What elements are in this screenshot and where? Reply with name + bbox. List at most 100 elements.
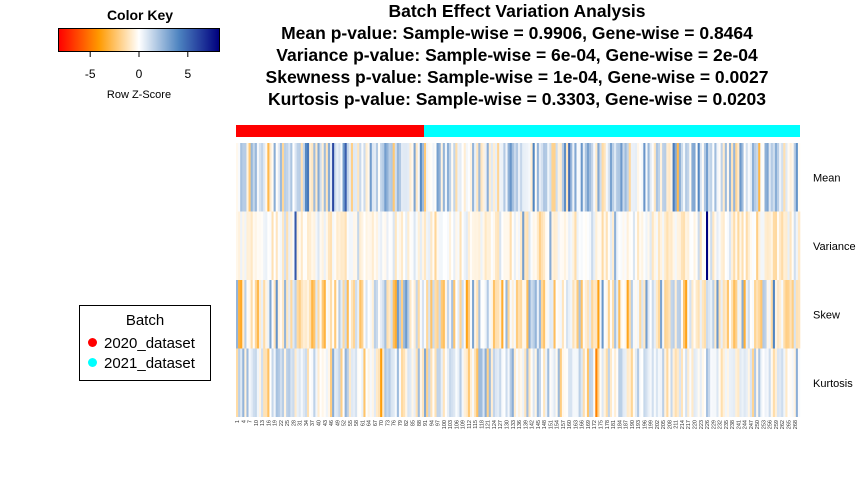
heatmap-cell [401,143,404,212]
heatmap-cell [501,143,504,212]
heatmap-cell [549,348,552,417]
heatmap-cell [265,143,268,212]
heatmap-cell [451,348,454,417]
heatmap-cell [392,211,396,280]
heatmap-cell [474,211,477,280]
heatmap-cell [271,280,274,349]
heatmap-cell [524,280,527,349]
heatmap-cell [687,143,690,212]
heatmap-cell [620,348,623,417]
heatmap-cell [666,211,669,280]
heatmap-cell [236,280,239,349]
column-tick-label: 55 [348,420,354,426]
heatmap-cell [749,211,753,280]
heatmap-cell [614,348,617,417]
heatmap-cell [607,211,611,280]
heatmap-cell [568,280,571,349]
heatmap-cell [474,348,477,417]
heatmap-cell [645,280,648,349]
heatmap-cell [288,280,291,349]
column-tick-label: 67 [373,420,379,426]
heatmap-cell [549,143,552,212]
heatmap-cell [697,348,701,417]
heatmap-cell [538,143,542,212]
column-tick-label: 118 [479,420,485,429]
heatmap-cell [357,143,360,212]
heatmap-cell [518,348,521,417]
column-tick-label: 241 [736,420,742,429]
heatmap-cell [294,211,297,280]
heatmap-cell [540,348,544,417]
heatmap-cell [309,211,312,280]
heatmap-cell [557,348,561,417]
column-tick-label: 127 [498,420,504,429]
heatmap-cell [438,280,442,349]
heatmap-cell [674,348,678,417]
row-label-skew: Skew [813,309,840,321]
heatmap-cell [568,211,571,280]
heatmap-cell [616,143,619,212]
heatmap-cell [703,143,707,212]
heatmap-cell [426,211,429,280]
heatmap-cell [294,280,297,349]
heatmap-cell [269,143,272,212]
heatmap-cell [678,348,682,417]
heatmap-cell [434,143,437,212]
heatmap-cell [490,211,494,280]
heatmap-cell [509,280,513,349]
heatmap-cell [484,348,487,417]
heatmap-cell [572,348,575,417]
heatmap-cell [273,211,276,280]
column-tick-label: 58 [354,420,360,426]
row-label-kurtosis: Kurtosis [813,378,853,390]
heatmap-cell [342,280,345,349]
heatmap-cell [263,211,266,280]
heatmap-cell [762,348,765,417]
heatmap-cell [294,348,297,417]
heatmap-cell [455,143,458,212]
column-tick-label: 28 [291,420,297,426]
heatmap-cell [756,348,759,417]
heatmap-cell [641,348,644,417]
color-key-title: Color Key [106,7,174,23]
heatmap-cell [478,211,481,280]
heatmap-cell [271,211,274,280]
heatmap-cell [296,280,299,349]
heatmap-cell [666,280,669,349]
heatmap-cell [574,280,577,349]
heatmap-cell [242,348,245,417]
heatmap-cell [710,348,713,417]
heatmap-cell [409,280,412,349]
heatmap-cell [576,348,579,417]
heatmap-cell [785,211,788,280]
heatmap-cell [265,348,268,417]
heatmap-cell [534,143,538,212]
heatmap-cell [446,211,450,280]
column-tick-label: 49 [335,420,341,426]
column-tick-label: 172 [592,420,598,429]
heatmap-cell [526,348,529,417]
heatmap-cell [250,348,254,417]
heatmap-cell [655,211,659,280]
heatmap-cell [764,211,767,280]
heatmap-cell [672,348,675,417]
heatmap-cell [747,211,751,280]
heatmap-cell [572,211,575,280]
heatmap-cell [267,143,270,212]
heatmap-cell [724,280,728,349]
heatmap-cell [756,211,759,280]
heatmap-cell [545,280,548,349]
column-tick-label: 88 [417,420,423,426]
heatmap-cell [634,348,638,417]
heatmap-cell [246,211,249,280]
heatmap-cell [403,348,406,417]
heatmap-cell [614,211,617,280]
heatmap-cell [791,211,795,280]
heatmap-cell [348,143,352,212]
heatmap-cell [484,211,487,280]
column-tick-label: 229 [711,420,717,429]
heatmap-cell [440,211,444,280]
heatmap-cell [563,211,567,280]
heatmap-cell [338,348,341,417]
mean-pvalue-line: Mean p-value: Sample-wise = 0.9906, Gene… [281,23,753,43]
